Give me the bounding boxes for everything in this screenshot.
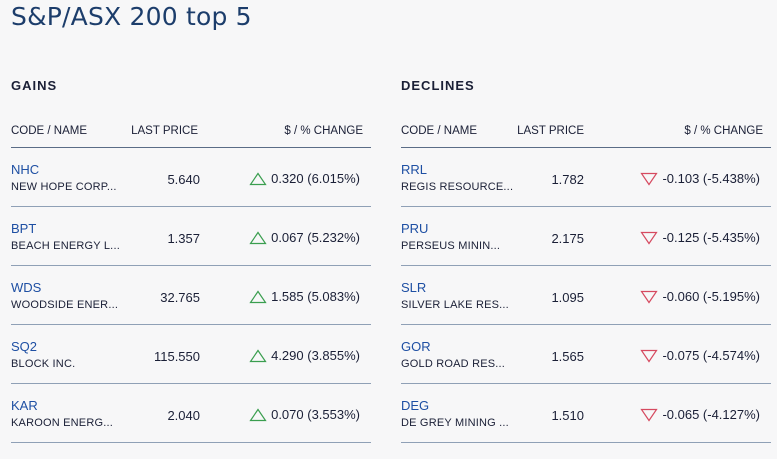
last-price: 2.040 [167,408,200,423]
price-change: 0.320 (6.015%) [249,171,360,186]
page-title: S&P/ASX 200 top 5 [11,2,252,31]
stock-code-link[interactable]: NHC [11,162,40,177]
table-row[interactable]: BPT BEACH ENERGY L... 1.357 0.067 (5.232… [11,207,371,266]
up-triangle-icon [249,348,267,363]
table-row[interactable]: RRL REGIS RESOURCE... 1.782 -0.103 (-5.4… [401,148,771,207]
up-triangle-icon [249,407,267,422]
last-price: 5.640 [167,172,200,187]
down-triangle-icon [640,172,659,186]
column-header-last-price: LAST PRICE [131,125,198,137]
price-change-value: -0.060 (-5.195%) [662,289,760,304]
column-header-change: $ / % CHANGE [684,125,763,137]
last-price: 2.175 [551,231,584,246]
table-row[interactable]: SQ2 BLOCK INC. 115.550 4.290 (3.855%) [11,325,371,384]
price-change-value: 0.067 (5.232%) [271,230,360,245]
stock-name: GOLD ROAD RES... [401,358,506,370]
price-change: 1.585 (5.083%) [249,289,360,304]
down-triangle-icon [640,408,659,422]
table-row[interactable]: WDS WOODSIDE ENER... 32.765 1.585 (5.083… [11,266,371,325]
stock-code-link[interactable]: PRU [401,221,429,236]
stock-code-link[interactable]: GOR [401,339,431,354]
price-change-value: -0.125 (-5.435%) [662,230,760,245]
stock-name: REGIS RESOURCE... [401,181,514,193]
declines-section-title: DECLINES [401,78,475,93]
column-header-code-name: CODE / NAME [401,125,478,137]
last-price: 1.510 [551,408,584,423]
last-price: 115.550 [153,349,200,364]
gains-table-header: CODE / NAME LAST PRICE $ / % CHANGE [11,125,371,148]
stock-name: SILVER LAKE RES... [401,299,509,311]
stock-name: BLOCK INC. [11,358,76,370]
stock-name: WOODSIDE ENER... [11,299,119,311]
stock-code-link[interactable]: RRL [401,162,428,177]
stock-name: DE GREY MINING ... [401,417,509,429]
table-row[interactable]: PRU PERSEUS MININ... 2.175 -0.125 (-5.43… [401,207,771,266]
declines-table-body: RRL REGIS RESOURCE... 1.782 -0.103 (-5.4… [401,148,771,443]
price-change-value: 0.320 (6.015%) [271,171,360,186]
price-change-value: 1.585 (5.083%) [271,289,360,304]
gains-table-body: NHC NEW HOPE CORP... 5.640 0.320 (6.015%… [11,148,371,443]
price-change: -0.103 (-5.438%) [640,171,760,186]
stock-code-link[interactable]: KAR [11,398,38,413]
stock-code-link[interactable]: WDS [11,280,42,295]
column-header-last-price: LAST PRICE [517,125,584,137]
stock-code-link[interactable]: DEG [401,398,430,413]
stock-name: BEACH ENERGY L... [11,240,120,252]
stock-code-link[interactable]: SQ2 [11,339,38,354]
price-change-value: -0.065 (-4.127%) [662,407,760,422]
column-header-change: $ / % CHANGE [284,125,363,137]
last-price: 1.357 [167,231,200,246]
column-header-code-name: CODE / NAME [11,125,88,137]
up-triangle-icon [249,230,267,245]
stock-name: NEW HOPE CORP... [11,181,117,193]
up-triangle-icon [249,171,267,186]
price-change: 0.067 (5.232%) [249,230,360,245]
gains-section-title: GAINS [11,78,58,93]
stock-code-link[interactable]: BPT [11,221,37,236]
table-row[interactable]: KAR KAROON ENERG... 2.040 0.070 (3.553%) [11,384,371,443]
price-change: -0.060 (-5.195%) [640,289,760,304]
price-change-value: 0.070 (3.553%) [271,407,360,422]
price-change: -0.075 (-4.574%) [640,348,760,363]
table-row[interactable]: GOR GOLD ROAD RES... 1.565 -0.075 (-4.57… [401,325,771,384]
down-triangle-icon [640,290,659,304]
stock-name: PERSEUS MININ... [401,240,501,252]
stock-name: KAROON ENERG... [11,417,114,429]
price-change-value: -0.103 (-5.438%) [662,171,760,186]
last-price: 1.565 [551,349,584,364]
table-row[interactable]: NHC NEW HOPE CORP... 5.640 0.320 (6.015%… [11,148,371,207]
price-change-value: -0.075 (-4.574%) [662,348,760,363]
declines-table-header: CODE / NAME LAST PRICE $ / % CHANGE [401,125,771,148]
table-row[interactable]: SLR SILVER LAKE RES... 1.095 -0.060 (-5.… [401,266,771,325]
price-change: 0.070 (3.553%) [249,407,360,422]
price-change: -0.065 (-4.127%) [640,407,760,422]
down-triangle-icon [640,349,659,363]
table-row[interactable]: DEG DE GREY MINING ... 1.510 -0.065 (-4.… [401,384,771,443]
price-change-value: 4.290 (3.855%) [271,348,360,363]
last-price: 1.782 [551,172,584,187]
price-change: 4.290 (3.855%) [249,348,360,363]
last-price: 32.765 [160,290,200,305]
last-price: 1.095 [551,290,584,305]
stock-code-link[interactable]: SLR [401,280,427,295]
price-change: -0.125 (-5.435%) [640,230,760,245]
down-triangle-icon [640,231,659,245]
up-triangle-icon [249,289,267,304]
